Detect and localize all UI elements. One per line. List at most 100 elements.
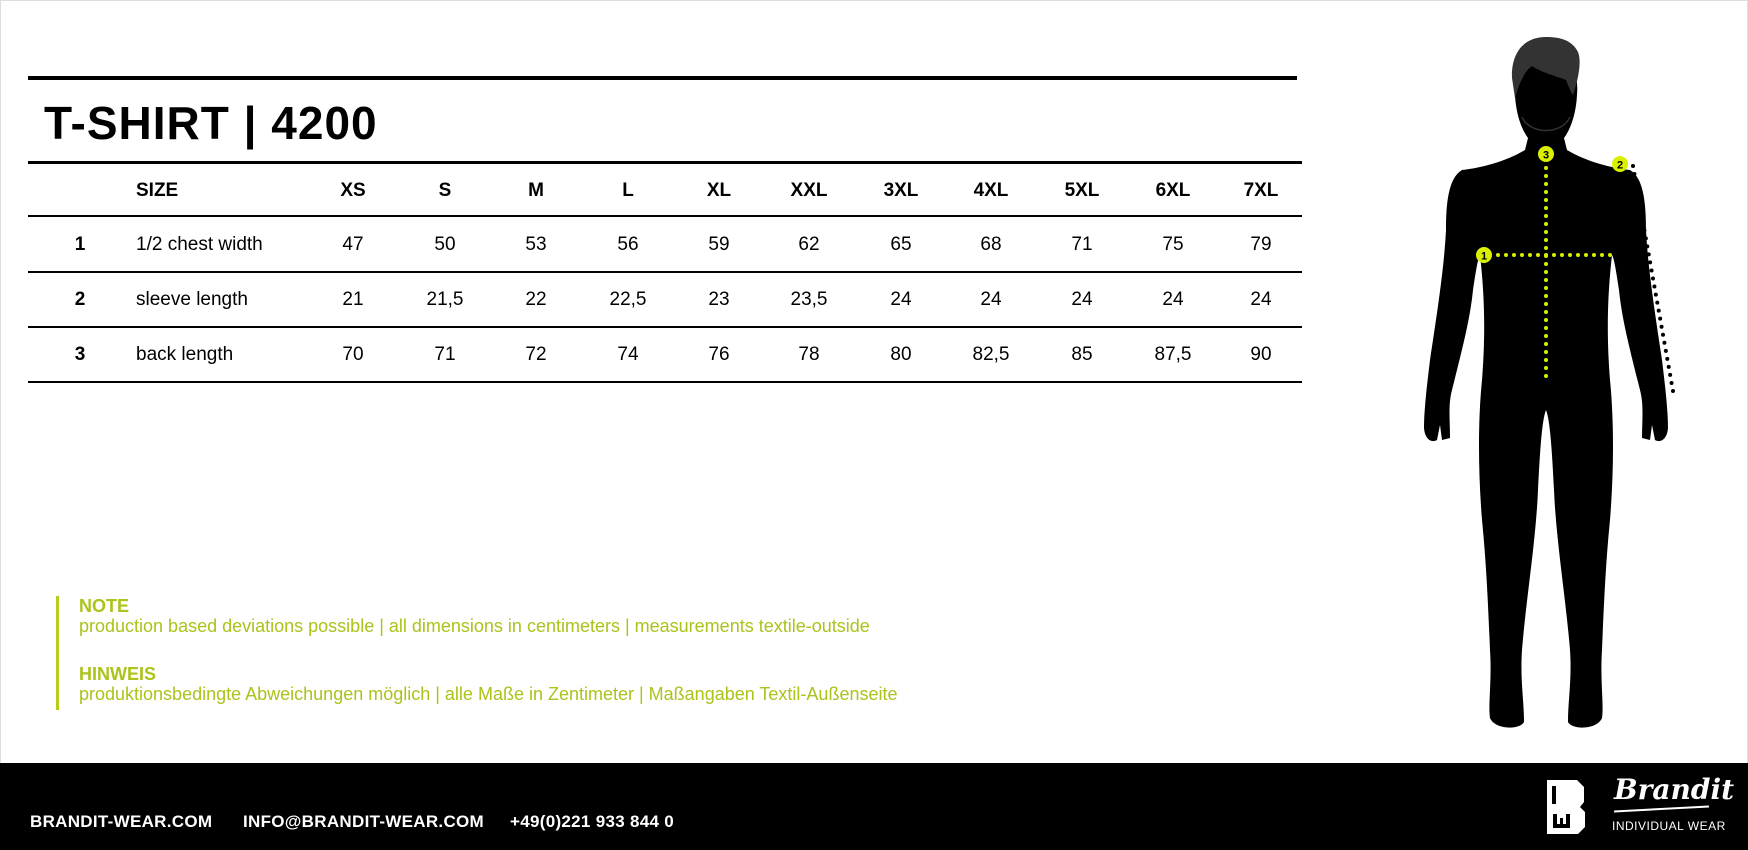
sleeve-dot bbox=[1662, 340, 1667, 345]
sleeve-dot bbox=[1649, 268, 1654, 273]
table-cell: 22 bbox=[525, 289, 547, 310]
back-dot bbox=[1544, 182, 1548, 186]
back-dot bbox=[1544, 238, 1548, 242]
back-dot bbox=[1544, 174, 1548, 178]
back-dot bbox=[1544, 350, 1548, 354]
table-cell: 50 bbox=[434, 234, 456, 255]
size-column-header: XXL bbox=[790, 180, 828, 201]
size-column-header: 6XL bbox=[1155, 180, 1191, 201]
back-dot bbox=[1544, 310, 1548, 314]
brandit-b-logo-icon bbox=[1547, 780, 1585, 834]
chest-dot bbox=[1504, 253, 1508, 257]
table-cell: 90 bbox=[1250, 344, 1272, 365]
table-cell: 22,5 bbox=[609, 289, 647, 310]
chest-dot bbox=[1520, 253, 1524, 257]
table-cell: 79 bbox=[1250, 234, 1272, 255]
chest-dot bbox=[1496, 253, 1500, 257]
sleeve-dot bbox=[1666, 364, 1671, 369]
table-cell: 24 bbox=[980, 289, 1002, 310]
table-cell: 68 bbox=[980, 234, 1002, 255]
back-dot bbox=[1544, 278, 1548, 282]
sleeve-dot bbox=[1665, 356, 1670, 361]
brandit-tagline: INDIVIDUAL WEAR bbox=[1612, 819, 1726, 833]
table-cell: 59 bbox=[708, 234, 730, 255]
back-dot bbox=[1544, 286, 1548, 290]
table-cell: 21,5 bbox=[426, 289, 464, 310]
sleeve-dot bbox=[1642, 228, 1647, 233]
row-rule bbox=[28, 381, 1302, 383]
back-dot bbox=[1544, 374, 1548, 378]
table-cell: 24 bbox=[1071, 289, 1093, 310]
marker-1: 1 bbox=[1476, 247, 1492, 263]
title-rule bbox=[28, 161, 1302, 164]
svg-text:3: 3 bbox=[1543, 150, 1549, 162]
table-cell: 71 bbox=[1071, 234, 1093, 255]
svg-text:1: 1 bbox=[1481, 251, 1487, 263]
back-dot bbox=[1544, 342, 1548, 346]
size-column-header: L bbox=[622, 180, 634, 201]
sleeve-dot bbox=[1652, 284, 1657, 289]
hinweis-heading: HINWEIS bbox=[79, 664, 157, 684]
back-dot bbox=[1544, 318, 1548, 322]
table-cell: 24 bbox=[890, 289, 912, 310]
size-column-header: 5XL bbox=[1064, 180, 1100, 201]
table-cell: 74 bbox=[617, 344, 639, 365]
chest-dot bbox=[1568, 253, 1572, 257]
row-number: 1 bbox=[74, 234, 86, 255]
back-dot bbox=[1544, 334, 1548, 338]
table-cell: 85 bbox=[1071, 344, 1093, 365]
back-length-line bbox=[1544, 166, 1548, 378]
chest-dot bbox=[1536, 253, 1540, 257]
email-link[interactable]: INFO@BRANDIT-WEAR.COM bbox=[243, 812, 485, 831]
chest-dot bbox=[1560, 253, 1564, 257]
table-cell: 71 bbox=[434, 344, 456, 365]
hinweis-text: produktionsbedingte Abweichungen möglich… bbox=[79, 684, 898, 704]
back-dot bbox=[1544, 302, 1548, 306]
table-cell: 53 bbox=[525, 234, 547, 255]
sleeve-dot bbox=[1659, 324, 1664, 329]
table-cell: 56 bbox=[617, 234, 639, 255]
table-cell: 70 bbox=[342, 344, 364, 365]
back-dot bbox=[1544, 254, 1548, 258]
sleeve-dot bbox=[1645, 244, 1650, 249]
back-dot bbox=[1544, 246, 1548, 250]
back-dot bbox=[1544, 166, 1548, 170]
note-text: production based deviations possible | a… bbox=[79, 616, 870, 636]
table-row: 2 sleeve length 21 21,5 22 22,5 23 23,5 24 24 24 24… bbox=[28, 273, 1302, 327]
table-cell: 62 bbox=[798, 234, 820, 255]
sleeve-dot bbox=[1631, 164, 1635, 168]
size-header: SIZE bbox=[136, 180, 179, 201]
row-label: 1/2 chest width bbox=[136, 234, 263, 255]
back-dot bbox=[1544, 262, 1548, 266]
table-cell: 72 bbox=[525, 344, 547, 365]
website-link[interactable]: BRANDIT-WEAR.COM bbox=[30, 812, 213, 831]
sleeve-dot bbox=[1638, 204, 1643, 209]
row-number: 2 bbox=[74, 289, 86, 310]
svg-text:2: 2 bbox=[1617, 160, 1623, 172]
back-dot bbox=[1544, 222, 1548, 226]
row-label: back length bbox=[136, 344, 234, 365]
chest-dot bbox=[1608, 253, 1612, 257]
sleeve-dot bbox=[1639, 212, 1644, 217]
chest-dot bbox=[1600, 253, 1604, 257]
back-dot bbox=[1544, 214, 1548, 218]
table-cell: 23 bbox=[708, 289, 730, 310]
page-title: T-SHIRT | 4200 bbox=[44, 97, 378, 149]
back-dot bbox=[1544, 358, 1548, 362]
table-cell: 47 bbox=[342, 234, 364, 255]
table-cell: 65 bbox=[890, 234, 912, 255]
table-cell: 75 bbox=[1162, 234, 1184, 255]
size-column-header: 7XL bbox=[1243, 180, 1279, 201]
sleeve-dot bbox=[1651, 276, 1655, 281]
chest-dot bbox=[1552, 253, 1556, 257]
chest-dot bbox=[1528, 253, 1532, 257]
chest-dot bbox=[1512, 253, 1516, 257]
table-cell: 23,5 bbox=[790, 289, 828, 310]
sleeve-dot bbox=[1671, 389, 1675, 393]
table-cell: 80 bbox=[890, 344, 912, 365]
note-heading: NOTE bbox=[79, 596, 130, 616]
table-cell: 76 bbox=[708, 344, 730, 365]
sleeve-dot bbox=[1655, 300, 1660, 305]
row-label: sleeve length bbox=[136, 289, 248, 310]
table-header-row: SIZE XS S M L XL XXL 3XL 4XL 5XL 6XL 7XL bbox=[28, 164, 1302, 218]
